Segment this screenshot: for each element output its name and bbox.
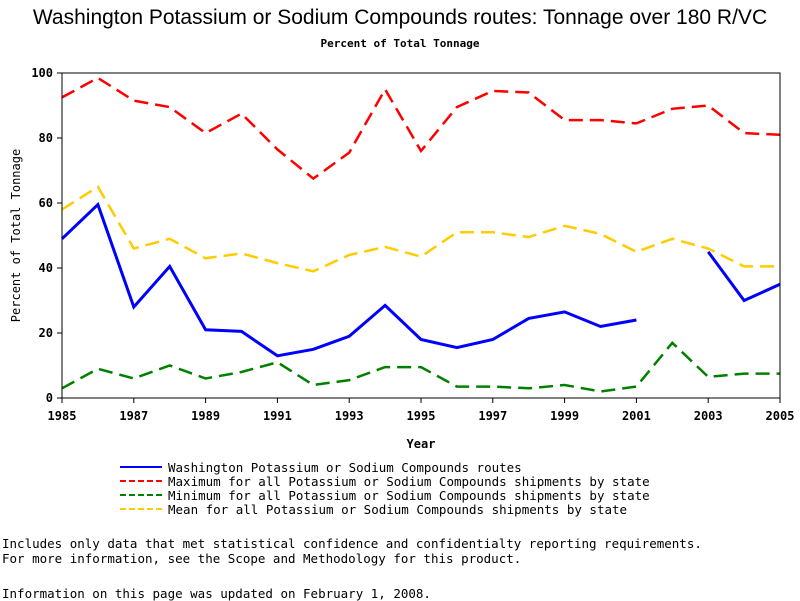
legend-item-washington: Washington Potassium or Sodium Compounds… (120, 459, 650, 475)
y-tick-label: 100 (31, 66, 53, 80)
series-lines (60, 76, 781, 393)
y-axis-label: Percent of Total Tonnage (9, 149, 23, 322)
x-tick-label: 1985 (48, 409, 77, 423)
legend-item-mean: Mean for all Potassium or Sodium Compoun… (120, 501, 650, 517)
x-axis-ticks: 1985 1987 1989 1991 1993 1995 1997 1999 2001 2003… (48, 398, 795, 423)
updated-date: Information on this page was updated on … (2, 586, 431, 601)
series-line-2 (61, 340, 780, 393)
x-tick-label: 2001 (622, 409, 651, 423)
x-tick-label: 1989 (191, 409, 220, 423)
y-tick-label: 20 (39, 326, 53, 340)
legend-label-maximum: Maximum for all Potassium or Sodium Comp… (168, 473, 650, 489)
x-tick-label: 1999 (550, 409, 579, 423)
footnote-confidence: Includes only data that met statistical … (2, 536, 702, 551)
x-tick-label: 1995 (407, 409, 436, 423)
line-chart: 0 20 40 60 80 100 1985 1987 1989 1991 1993 1995 199… (9, 66, 795, 451)
x-tick-label: 1993 (335, 409, 364, 423)
series-line-3 (61, 185, 780, 273)
chart-title: Washington Potassium or Sodium Compounds… (32, 6, 768, 29)
y-tick-label: 60 (39, 196, 53, 210)
plot-frame (61, 72, 781, 399)
series-line-1 (61, 76, 781, 181)
legend-label-minimum: Minimum for all Potassium or Sodium Comp… (168, 487, 650, 503)
y-axis-ticks: 0 20 40 60 80 100 (31, 66, 62, 405)
legend-item-maximum: Maximum for all Potassium or Sodium Comp… (120, 473, 650, 489)
x-tick-label: 1991 (263, 409, 292, 423)
x-tick-label: 2003 (694, 409, 723, 423)
x-tick-label: 1987 (119, 409, 148, 423)
series-line-0 (706, 250, 781, 303)
legend-swatch-maximum (120, 480, 162, 482)
footnotes: Includes only data that met statistical … (2, 536, 702, 566)
y-tick-label: 40 (39, 261, 53, 275)
legend-label-washington: Washington Potassium or Sodium Compounds… (168, 459, 522, 475)
x-axis-label: Year (407, 437, 436, 451)
footnote-methodology: For more information, see the Scope and … (2, 551, 522, 566)
legend: Washington Potassium or Sodium Compounds… (120, 459, 650, 517)
legend-swatch-washington (120, 466, 162, 468)
series-line-0 (60, 201, 637, 358)
x-tick-label: 1997 (478, 409, 507, 423)
legend-label-mean: Mean for all Potassium or Sodium Compoun… (168, 501, 628, 517)
chart-subtitle: Percent of Total Tonnage (320, 37, 480, 50)
x-tick-label: 2005 (766, 409, 795, 423)
legend-swatch-mean (120, 508, 162, 510)
y-tick-label: 80 (39, 131, 53, 145)
legend-item-minimum: Minimum for all Potassium or Sodium Comp… (120, 487, 650, 503)
legend-swatch-minimum (120, 494, 162, 496)
y-tick-label: 0 (46, 391, 53, 405)
